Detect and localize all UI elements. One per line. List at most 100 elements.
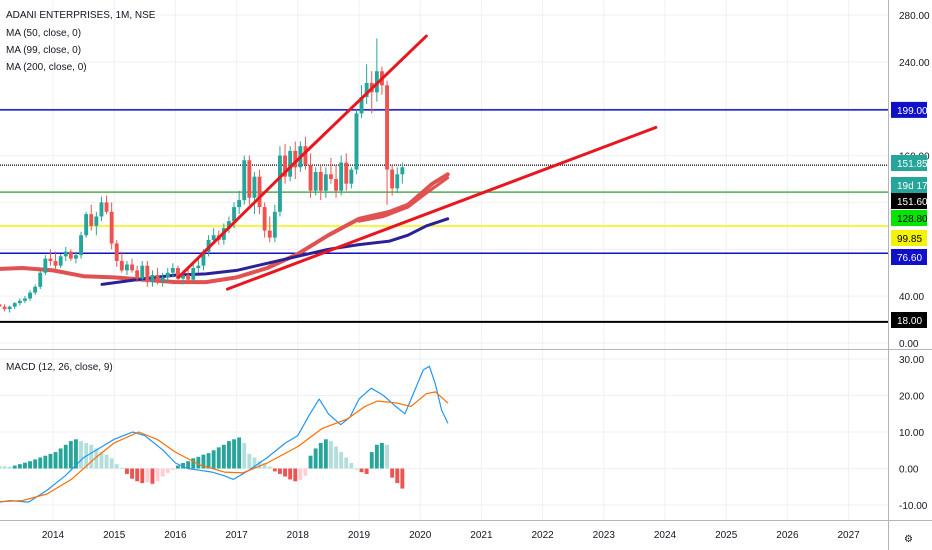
candle[interactable]	[125, 264, 129, 271]
macd-histogram-bar[interactable]	[119, 467, 124, 469]
candle[interactable]	[354, 113, 359, 170]
macd-histogram-bar[interactable]	[140, 468, 145, 484]
macd-histogram-bar[interactable]	[130, 468, 134, 479]
macd-histogram-bar[interactable]	[369, 452, 374, 469]
ma200-line[interactable]	[100, 217, 450, 286]
candle[interactable]	[99, 202, 104, 217]
candle[interactable]	[186, 275, 191, 280]
macd-histogram-bar[interactable]	[63, 444, 68, 469]
candle[interactable]	[329, 174, 333, 179]
macd-histogram-bar[interactable]	[109, 458, 114, 469]
macd-histogram-bar[interactable]	[17, 464, 22, 469]
macd-histogram-bar[interactable]	[262, 463, 267, 469]
macd-histogram-bar[interactable]	[390, 468, 395, 478]
candle[interactable]	[135, 270, 140, 279]
macd-histogram-bar[interactable]	[206, 453, 211, 469]
ma50-legend[interactable]: MA (50, close, 0)	[6, 28, 82, 39]
macd-histogram-bar[interactable]	[395, 468, 400, 484]
ma50-line[interactable]	[0, 172, 450, 285]
candle[interactable]	[395, 174, 400, 189]
macd-histogram-bar[interactable]	[48, 453, 53, 469]
macd-histogram-bar[interactable]	[380, 442, 384, 469]
candle[interactable]	[191, 268, 196, 280]
macd-histogram-bar[interactable]	[12, 465, 17, 469]
candle[interactable]	[344, 162, 349, 184]
candle[interactable]	[145, 265, 150, 283]
candle[interactable]	[211, 235, 216, 240]
candle[interactable]	[28, 292, 32, 299]
macd-histogram-bar[interactable]	[400, 468, 405, 489]
candle[interactable]	[201, 251, 206, 266]
candle[interactable]	[140, 265, 145, 279]
candle[interactable]	[12, 303, 17, 307]
macd-histogram-bar[interactable]	[221, 444, 226, 469]
candle[interactable]	[390, 169, 395, 189]
macd-line[interactable]	[0, 365, 449, 503]
candle[interactable]	[293, 150, 298, 168]
macd-histogram-bar[interactable]	[170, 468, 175, 470]
candle[interactable]	[318, 171, 323, 191]
macd-histogram-bar[interactable]	[53, 452, 58, 469]
candle[interactable]	[0, 304, 2, 307]
candle[interactable]	[232, 207, 236, 222]
candle[interactable]	[385, 85, 389, 170]
trend-line[interactable]	[225, 125, 658, 291]
macd-histogram-bar[interactable]	[344, 457, 349, 469]
macd-histogram-bar[interactable]	[359, 468, 364, 473]
macd-histogram-bar[interactable]	[38, 457, 43, 469]
macd-histogram-bar[interactable]	[74, 439, 78, 469]
macd-histogram-bar[interactable]	[160, 468, 165, 477]
macd-histogram-bar[interactable]	[293, 468, 298, 482]
macd-histogram-bar[interactable]	[354, 468, 359, 470]
macd-histogram-bar[interactable]	[23, 462, 27, 469]
macd-histogram-bar[interactable]	[28, 461, 32, 469]
macd-histogram-bar[interactable]	[104, 454, 109, 469]
candle[interactable]	[272, 211, 277, 238]
candle[interactable]	[349, 169, 354, 184]
macd-histogram-bar[interactable]	[257, 461, 262, 469]
candle[interactable]	[359, 97, 364, 114]
candle[interactable]	[364, 82, 369, 97]
candle[interactable]	[84, 214, 89, 236]
macd-histogram-bar[interactable]	[334, 446, 338, 469]
macd-histogram-bar[interactable]	[186, 461, 191, 469]
candle[interactable]	[109, 211, 114, 244]
macd-histogram-bar[interactable]	[176, 465, 180, 469]
macd-histogram-bar[interactable]	[211, 450, 216, 469]
macd-legend[interactable]: MACD (12, 26, close, 9)	[6, 362, 113, 373]
macd-histogram-bar[interactable]	[267, 466, 272, 469]
macd-histogram-bar[interactable]	[242, 442, 247, 469]
candle[interactable]	[339, 162, 344, 191]
candle[interactable]	[79, 235, 83, 256]
macd-histogram-bar[interactable]	[181, 463, 185, 469]
macd-histogram-bar[interactable]	[0, 465, 2, 469]
macd-histogram-bar[interactable]	[298, 468, 303, 481]
candle[interactable]	[278, 155, 282, 212]
ma99-line[interactable]	[357, 176, 450, 223]
candle[interactable]	[94, 216, 99, 226]
macd-histogram-bar[interactable]	[99, 452, 104, 469]
macd-histogram-bar[interactable]	[278, 468, 282, 474]
macd-histogram-bar[interactable]	[318, 442, 323, 469]
macd-histogram-bar[interactable]	[272, 468, 277, 472]
macd-histogram-bar[interactable]	[374, 444, 379, 469]
macd-histogram-bar[interactable]	[237, 437, 242, 469]
macd-histogram-bar[interactable]	[114, 464, 119, 469]
candle[interactable]	[288, 150, 293, 177]
candle[interactable]	[227, 221, 231, 229]
candle[interactable]	[262, 207, 267, 231]
trend-line[interactable]	[176, 155, 303, 279]
macd-histogram-bar[interactable]	[79, 441, 83, 469]
candle[interactable]	[155, 275, 160, 281]
macd-histogram-bar[interactable]	[308, 455, 313, 469]
macd-histogram-bar[interactable]	[2, 466, 7, 469]
macd-histogram-bar[interactable]	[58, 448, 63, 469]
macd-histogram-bar[interactable]	[247, 453, 252, 469]
macd-histogram-bar[interactable]	[323, 439, 328, 469]
candle[interactable]	[33, 286, 38, 293]
macd-histogram-bar[interactable]	[232, 439, 236, 469]
macd-histogram-bar[interactable]	[364, 468, 369, 474]
trend-line[interactable]	[299, 34, 428, 159]
candle[interactable]	[196, 265, 201, 269]
candle[interactable]	[7, 306, 12, 310]
